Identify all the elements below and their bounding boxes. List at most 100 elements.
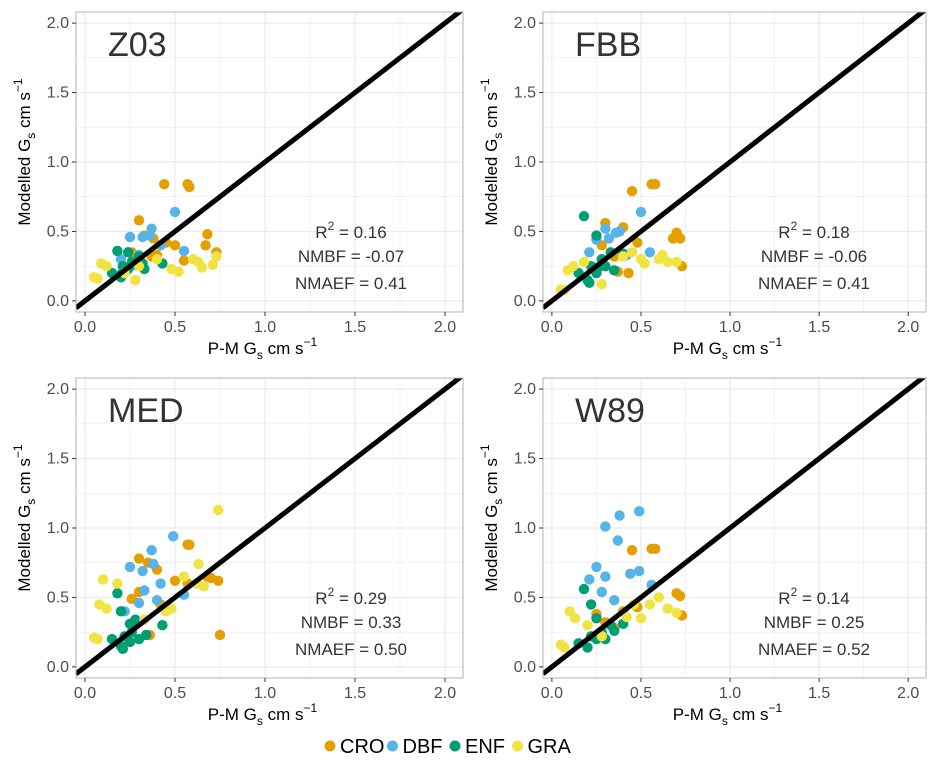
point-dbf: [633, 565, 645, 577]
y-tick-label: 2.0: [514, 15, 536, 32]
point-gra: [151, 254, 163, 265]
legend-label: ENF: [465, 736, 505, 758]
point-dbf: [600, 223, 611, 234]
one-to-one-line: [76, 378, 463, 676]
point-gra: [626, 247, 638, 258]
x-axis-title: P-M Gs cm s−1: [208, 701, 318, 728]
point-enf: [578, 210, 590, 222]
stat-nmbf: NMBF = -0.07: [298, 247, 404, 266]
point-dbf: [124, 231, 136, 243]
point-cro: [674, 233, 686, 244]
point-dbf: [609, 595, 620, 606]
point-dbf: [124, 561, 136, 573]
point-gra: [173, 266, 184, 277]
point-gra: [211, 251, 222, 262]
point-enf: [123, 247, 134, 258]
point-gra: [207, 259, 218, 270]
point-gra: [569, 613, 581, 624]
y-tick-label: 1.0: [47, 520, 69, 537]
x-tick-label: 2.0: [434, 685, 456, 702]
point-gra: [92, 273, 103, 284]
point-cro: [674, 590, 686, 602]
x-axis-title: P-M Gs cm s−1: [673, 335, 783, 362]
y-axis-title: Modelled Gs cm s−1: [478, 78, 505, 226]
y-tick-label: 2.0: [47, 15, 69, 32]
point-dbf: [146, 545, 157, 556]
y-tick-label: 1.0: [514, 154, 536, 171]
point-dbf: [600, 571, 611, 582]
point-gra: [198, 581, 209, 592]
point-enf: [591, 613, 602, 624]
legend-item-cro: CRO: [324, 736, 384, 758]
point-enf: [578, 583, 590, 595]
point-gra: [568, 260, 579, 272]
stat-nmbf: NMBF = 0.33: [301, 613, 402, 632]
legend-swatch: [324, 740, 336, 752]
stat-nmaef: NMAEF = 0.50: [295, 640, 407, 659]
x-tick-label: 1.5: [344, 319, 366, 336]
x-tick-label: 0.5: [630, 319, 652, 336]
point-gra: [130, 274, 141, 286]
legend-swatch: [387, 740, 398, 752]
point-cro: [646, 179, 657, 190]
point-gra: [213, 504, 224, 516]
point-cro: [133, 215, 145, 226]
point-gra: [671, 256, 682, 268]
x-tick-label: 0.5: [164, 319, 186, 336]
point-dbf: [168, 531, 179, 542]
x-tick-label: 1.0: [719, 685, 741, 702]
point-cro: [169, 240, 181, 251]
point-dbf: [614, 510, 625, 521]
point-cro: [646, 543, 657, 555]
panel-med: 0.0 0.5 1.0 1.5 2.0 0.0 0.5 1.0 1.5 2.0 P-M Gs cm …: [11, 377, 464, 728]
point-dbf: [139, 585, 150, 596]
point-gra: [559, 642, 570, 653]
point-cro: [184, 181, 195, 193]
point-gra: [92, 633, 103, 645]
x-tick-label: 1.0: [719, 319, 741, 336]
point-cro: [159, 179, 170, 190]
panel-title: MED: [108, 392, 184, 430]
point-dbf: [625, 568, 636, 580]
y-tick-label: 0.5: [47, 223, 69, 240]
stat-nmbf: NMBF = -0.06: [761, 247, 867, 266]
legend-label: CRO: [340, 736, 384, 758]
point-enf: [115, 606, 127, 617]
y-tick-label: 0.0: [514, 293, 536, 310]
point-gra: [662, 603, 673, 614]
point-gra: [101, 260, 112, 272]
point-enf: [609, 625, 620, 636]
point-enf: [584, 277, 595, 289]
point-dbf: [155, 578, 166, 589]
stat-r2: R2 = 0.29: [315, 585, 386, 608]
y-tick-label: 0.5: [514, 223, 536, 240]
y-tick-label: 1.5: [514, 451, 536, 468]
point-cro: [178, 255, 190, 266]
point-dbf: [612, 535, 624, 546]
legend-swatch: [512, 740, 523, 752]
point-cro: [667, 233, 679, 244]
point-enf: [141, 629, 152, 641]
point-dbf: [133, 597, 145, 609]
point-cro: [202, 229, 213, 240]
one-to-one-line: [76, 12, 463, 310]
point-dbf: [635, 206, 647, 218]
point-cro: [626, 185, 638, 197]
x-tick-label: 0.5: [164, 685, 186, 702]
point-dbf: [591, 561, 602, 573]
x-tick-label: 2.0: [434, 319, 456, 336]
y-tick-label: 1.0: [514, 520, 536, 537]
point-cro: [184, 539, 195, 550]
point-cro: [214, 629, 226, 641]
y-axis-title: Modelled Gs cm s−1: [11, 444, 38, 592]
point-enf: [130, 614, 141, 625]
y-tick-label: 0.0: [47, 293, 69, 310]
point-enf: [609, 265, 620, 276]
point-dbf: [148, 558, 159, 570]
x-tick-label: 1.0: [254, 685, 276, 702]
legend-label: GRA: [528, 736, 572, 758]
stat-nmbf: NMBF = 0.25: [764, 613, 865, 632]
data-points: [555, 179, 688, 295]
stat-r2: R2 = 0.18: [778, 219, 849, 242]
